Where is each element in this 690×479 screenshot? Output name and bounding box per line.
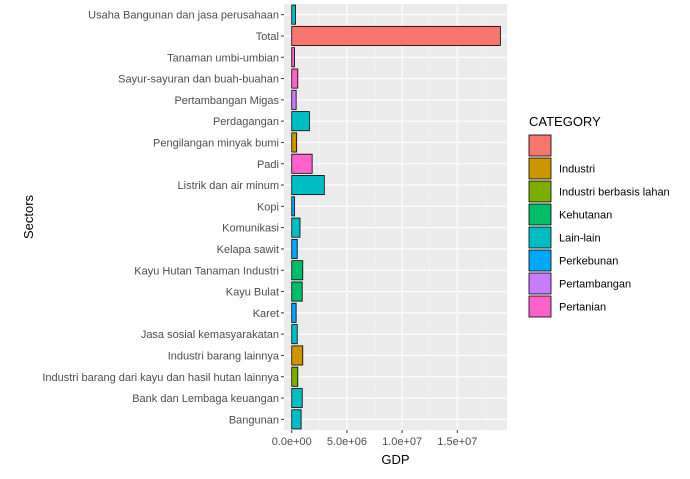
bar	[291, 4, 296, 25]
legend-label: Industri berbasis lahan	[559, 187, 670, 199]
y-tick-label: Kelapa sawit	[217, 244, 279, 256]
x-tick-label: 1.0e+07	[382, 436, 422, 448]
y-tick-label: Usaha Bangunan dan jasa perusahaan	[88, 10, 279, 22]
legend-label: Lain-lain	[559, 233, 601, 245]
x-tick-label: 1.5e+07	[437, 436, 477, 448]
bar	[291, 260, 304, 281]
y-tick-label: Total	[256, 31, 279, 43]
bar	[291, 132, 298, 153]
y-tick-label: Pertambangan Migas	[174, 95, 279, 107]
bar	[291, 345, 304, 366]
legend: CATEGORY Industri Industri berbasis lahan…	[528, 114, 670, 318]
x-tick-label: 5.0e+06	[327, 436, 367, 448]
bar	[291, 302, 297, 323]
bar	[291, 111, 310, 132]
bar	[291, 175, 325, 196]
y-tick-label: Perdagangan	[213, 116, 279, 128]
y-tick-label: Bank dan Lembaga keuangan	[132, 393, 279, 405]
x-tick-label: 0.0e+00	[272, 436, 312, 448]
y-tick-label: Pengilangan minyak bumi	[153, 137, 279, 149]
bar	[291, 366, 299, 387]
x-axis-ticks: 0.0e+00 5.0e+06 1.0e+07 1.5e+07	[272, 430, 477, 448]
y-axis-ticks: Usaha Bangunan dan jasa perusahaan Total T…	[42, 10, 284, 426]
bar	[291, 25, 501, 46]
x-axis-title: GDP	[381, 452, 409, 467]
y-tick-label: Sayur-sayuran dan buah-buahan	[118, 74, 279, 86]
y-tick-label: Industri barang dari kayu dan hasil huta…	[42, 372, 280, 384]
legend-title: CATEGORY	[529, 114, 601, 129]
y-tick-label: Kayu Bulat	[226, 287, 279, 299]
legend-key	[528, 295, 552, 318]
y-tick-label: Karet	[253, 308, 279, 320]
bar	[291, 324, 298, 345]
legend-label: Pertanian	[559, 302, 606, 314]
legend-key	[528, 157, 552, 180]
bar	[291, 153, 313, 174]
minor-gridlines	[319, 4, 486, 430]
major-gridlines	[284, 4, 507, 430]
bar	[291, 238, 298, 259]
bar	[291, 388, 303, 409]
plot-panel	[284, 4, 507, 430]
y-tick-label: Komunikasi	[222, 223, 279, 235]
y-tick-label: Tanaman umbi-umbian	[167, 52, 279, 64]
legend-label: Kehutanan	[559, 210, 612, 222]
legend-label: Industri	[559, 164, 595, 176]
legend-key	[528, 226, 552, 249]
legend-key	[528, 180, 552, 203]
bar	[291, 217, 301, 238]
bar	[291, 196, 295, 217]
bar	[291, 47, 295, 68]
legend-key	[528, 272, 552, 295]
y-tick-label: Padi	[257, 159, 279, 171]
y-tick-label: Bangunan	[229, 414, 279, 426]
y-tick-label: Kayu Hutan Tanaman Industri	[134, 265, 279, 277]
y-tick-label: Industri barang lainnya	[168, 350, 280, 362]
bars	[291, 4, 501, 430]
y-tick-label: Jasa sosial kemasyarakatan	[141, 329, 279, 341]
legend-label: Pertambangan	[559, 279, 631, 291]
bar	[291, 68, 299, 89]
legend-key	[528, 203, 552, 226]
y-tick-label: Listrik dan air minum	[178, 180, 279, 192]
y-tick-label: Kopi	[257, 201, 279, 213]
legend-key	[528, 134, 552, 157]
legend-key	[528, 249, 552, 272]
bar	[291, 89, 297, 110]
y-axis-title: Sectors	[21, 194, 36, 239]
legend-label: Perkebunan	[559, 256, 618, 268]
bar	[291, 281, 303, 302]
bar	[291, 409, 302, 430]
